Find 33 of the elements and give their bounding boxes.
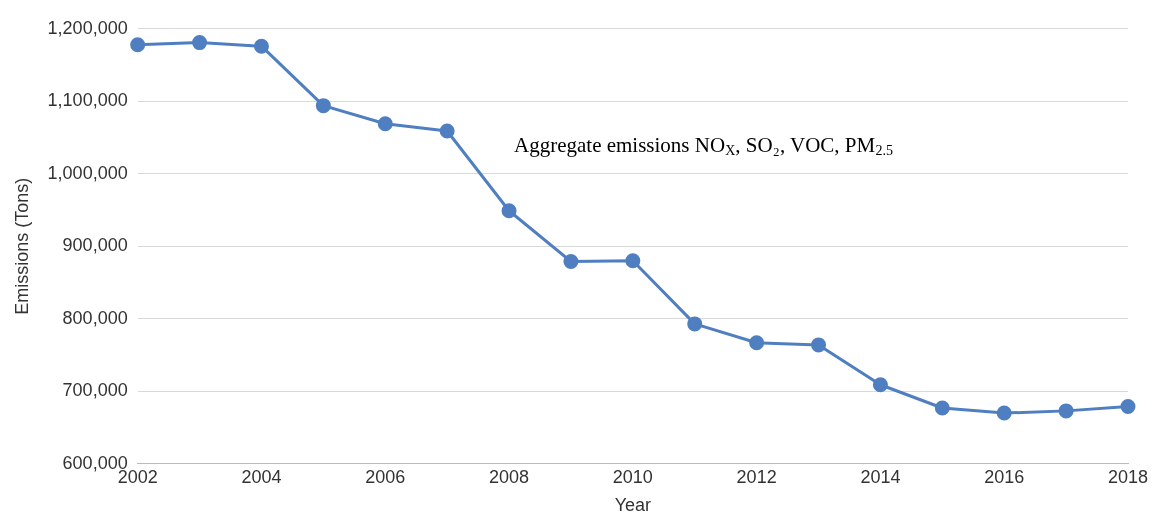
point [130,37,146,53]
x-tick-label: 2012 [736,466,777,487]
point [934,400,950,416]
x-tick-label: 2016 [984,466,1025,487]
y-tick-label: 1,000,000 [47,162,128,183]
point [1058,403,1074,419]
point [377,116,393,132]
y-tick-label: 800,000 [62,307,128,328]
x-tick-label: 2008 [489,466,530,487]
y-tick-label: 1,100,000 [47,90,128,111]
y-tick-label: 700,000 [62,380,128,401]
point [501,203,517,219]
point [439,123,455,139]
x-tick-label: 2018 [1107,466,1149,487]
point [811,337,827,353]
point [1120,399,1136,415]
point [253,38,269,54]
x-axis-title: Year [614,495,652,516]
y-tick-label: 1,200,000 [47,17,128,38]
x-tick-label: 2006 [365,466,406,487]
x-tick-label: 2004 [241,466,282,487]
point [872,377,888,393]
point [996,405,1012,421]
y-axis-title: Emissions (Tons) [11,177,32,315]
point [687,316,703,332]
point [749,335,765,351]
point [192,35,208,51]
y-tick-label: 900,000 [62,235,128,256]
point [625,253,641,269]
point [563,254,579,270]
point [315,98,331,114]
x-tick-label: 2014 [860,466,901,487]
x-tick-label: 2010 [612,466,653,487]
